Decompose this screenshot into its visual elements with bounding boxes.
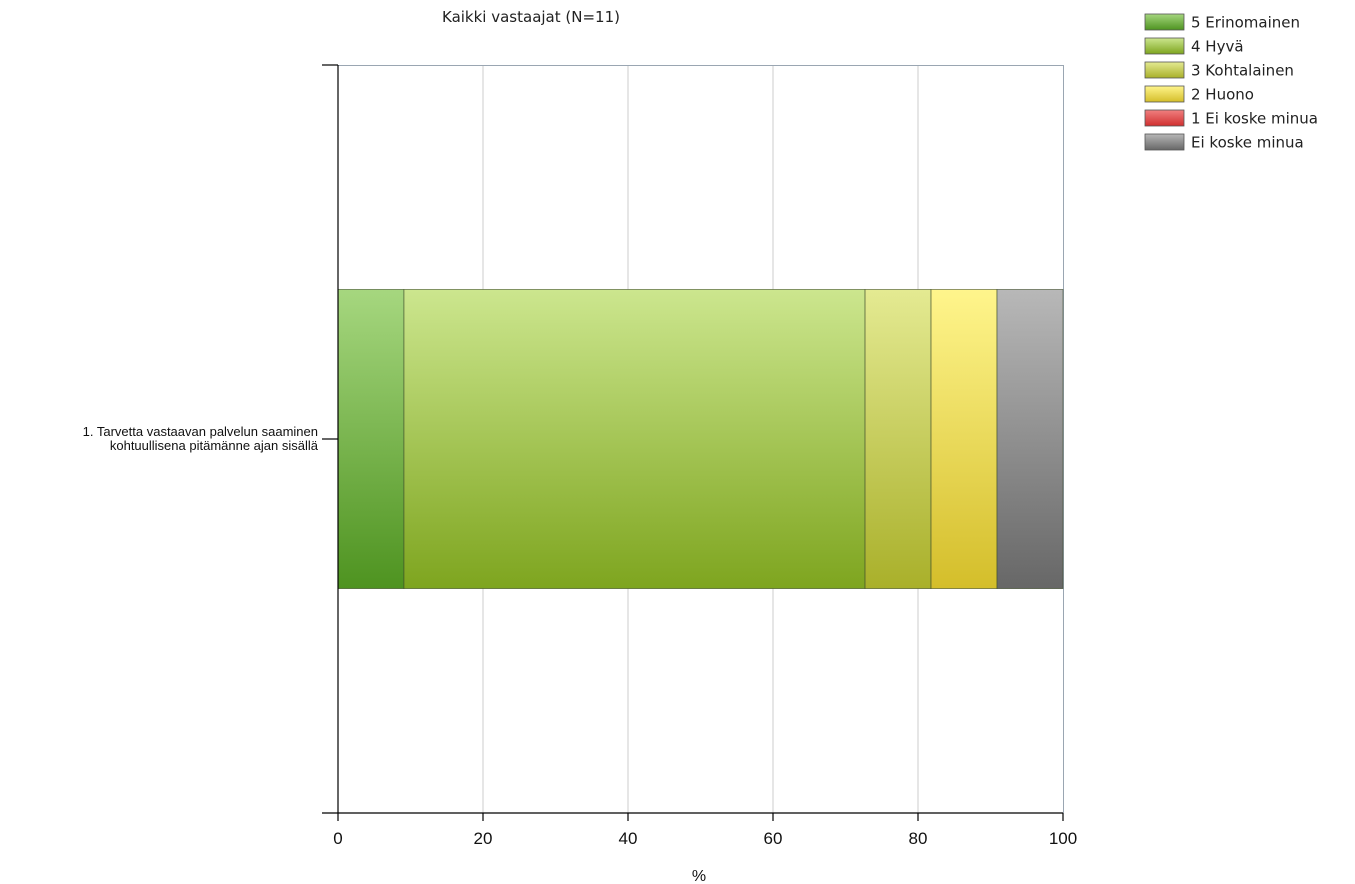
bar-segment-5-erinomainen <box>337 288 405 590</box>
legend-swatch <box>1144 109 1185 127</box>
legend: 5 Erinomainen 4 Hyvä 3 Kohtalainen 2 Huono 1… <box>1144 13 1318 152</box>
legend-label: 3 Kohtalainen <box>1191 62 1294 80</box>
axes <box>322 64 1064 821</box>
legend-label: 2 Huono <box>1191 86 1254 104</box>
bar-segment-2-huono <box>930 288 998 590</box>
legend-swatch <box>1144 61 1185 79</box>
legend-swatch <box>1144 133 1185 151</box>
category-labels: 1. Tarvetta vastaavan palvelun saaminenk… <box>83 424 319 453</box>
x-tick-label: 40 <box>619 829 638 848</box>
legend-swatch <box>1144 13 1185 31</box>
legend-label: 4 Hyvä <box>1191 38 1244 56</box>
bar-segment-ei-koske-minua <box>996 288 1064 590</box>
x-tick-label: 100 <box>1049 829 1077 848</box>
legend-label: Ei koske minua <box>1191 134 1304 152</box>
legend-label: 5 Erinomainen <box>1191 14 1300 32</box>
bar-segment-3-kohtalainen <box>864 288 932 590</box>
legend-label: 1 Ei koske minua <box>1191 110 1318 128</box>
x-tick-label: 20 <box>474 829 493 848</box>
plot-frame <box>338 65 1064 813</box>
x-tick-label: 80 <box>909 829 928 848</box>
chart-title: Kaikki vastaajat (N=11) <box>442 8 620 26</box>
bar-segment-4-hyv- <box>403 288 866 590</box>
category-label: 1. Tarvetta vastaavan palvelun saaminen <box>83 424 318 439</box>
x-tick-label: 60 <box>764 829 783 848</box>
x-tick-label: 0 <box>333 829 342 848</box>
legend-swatch <box>1144 37 1185 55</box>
x-axis-label: % <box>692 868 706 884</box>
bars <box>337 288 1064 590</box>
legend-swatch <box>1144 85 1185 103</box>
category-label: kohtuullisena pitämänne ajan sisällä <box>110 438 319 453</box>
x-tick-labels: 0 20 40 60 80 100 <box>333 829 1077 848</box>
